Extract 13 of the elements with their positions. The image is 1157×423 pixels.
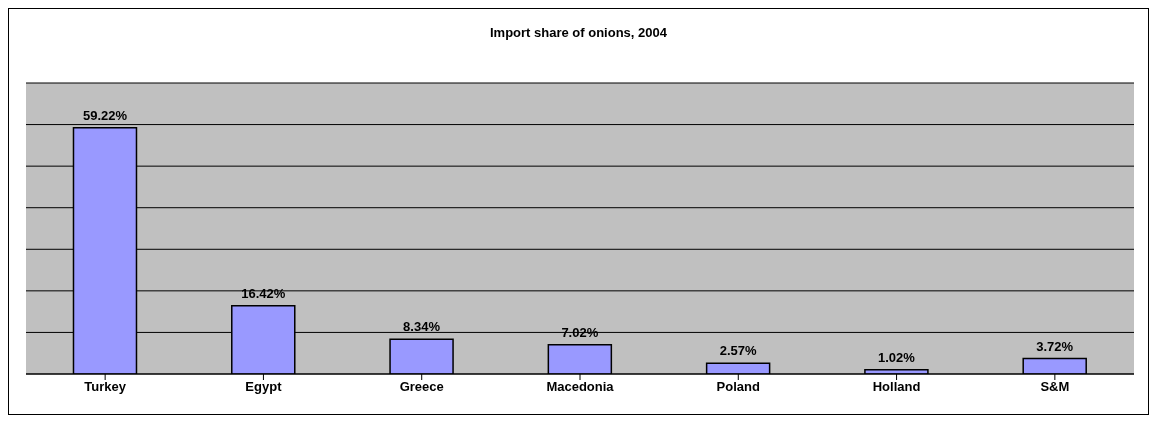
data-label: 59.22% xyxy=(82,107,128,123)
x-tick-label: Macedonia xyxy=(546,379,615,395)
data-label: 1.02% xyxy=(877,349,916,365)
x-tick-label: Egypt xyxy=(245,379,283,395)
x-tick-label: S&M xyxy=(1040,379,1070,395)
x-tick-label: Poland xyxy=(716,379,761,395)
x-tick-label: Greece xyxy=(399,379,444,395)
x-tick-label: Holland xyxy=(872,379,921,395)
data-label: 2.57% xyxy=(719,343,757,359)
chart-title: Import share of onions, 2004 xyxy=(489,25,668,40)
x-tick-label: Turkey xyxy=(84,379,127,395)
data-label: 8.34% xyxy=(403,319,441,335)
data-label: 3.72% xyxy=(1036,338,1074,354)
